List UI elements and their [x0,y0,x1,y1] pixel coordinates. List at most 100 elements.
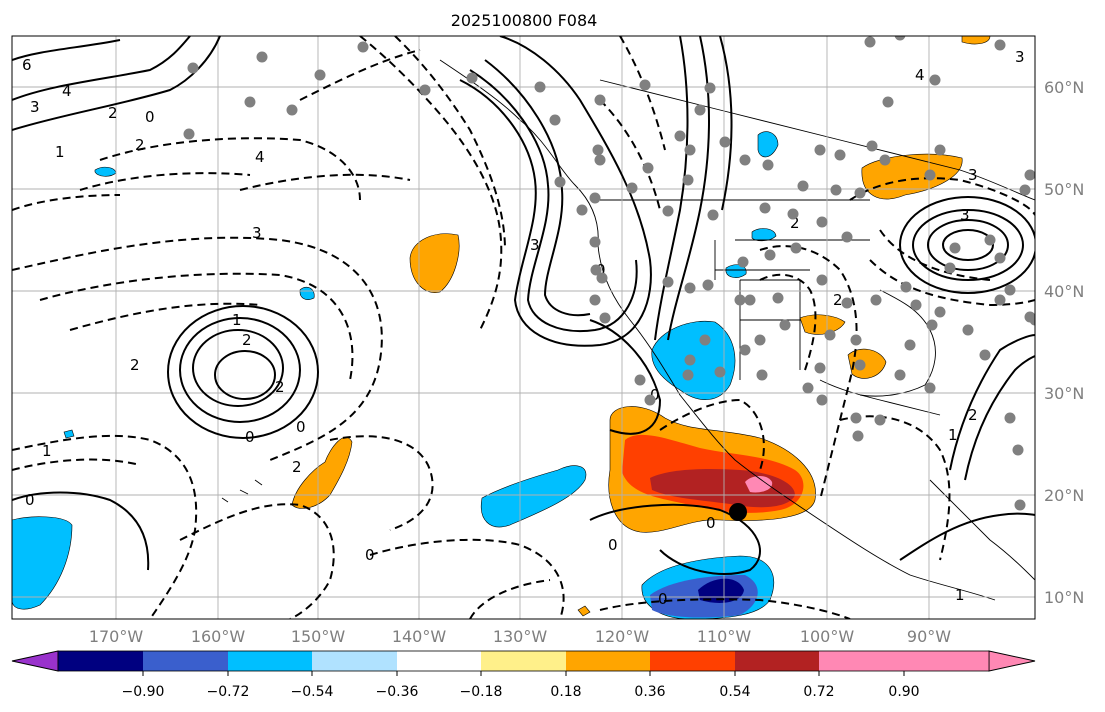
negative-anomaly-west [12,516,73,610]
contour-label: 2 [275,378,285,396]
station-dot [639,79,651,91]
contour-label: 2 [242,331,252,349]
solid-contours [12,36,1035,575]
colorbar-tick-label: 0.54 [719,684,750,700]
lat-label: 30°N [1044,384,1084,403]
station-dot [854,187,866,199]
colorbar-segment [143,651,228,671]
station-dot [1004,284,1016,296]
contour-label: 1 [948,426,958,444]
colorbar-tick-label: 0.90 [888,684,919,700]
colorbar-segment [904,651,989,671]
colorbar: −0.90 −0.72 −0.54 −0.36 −0.18 0.18 0.36 0.54 0.7… [11,650,1036,700]
map-frame [11,35,1036,620]
station-dot [759,202,771,214]
station-dot [589,236,601,248]
station-dot [549,114,561,126]
station-dot [814,362,826,374]
colorbar-extend-min [11,650,59,672]
station-dot [702,279,714,291]
station-dot [994,39,1006,51]
station-dot [644,394,656,406]
negative-anomaly-plains2 [725,264,747,278]
station-dot [879,154,891,166]
station-dot [910,299,922,311]
station-dot [814,144,826,156]
lat-label: 10°N [1044,588,1084,607]
station-dot [466,72,478,84]
contour-label: 3 [252,224,262,242]
station-dot [554,176,566,188]
station-dot [864,36,876,48]
contour-label: 1 [42,442,52,460]
colorbar-segment [58,651,143,671]
contour-label: 0 [650,386,660,404]
station-dot [850,412,862,424]
station-dot [684,144,696,156]
station-dot [984,234,996,246]
colorbar-segment [312,651,397,671]
lat-label: 40°N [1044,282,1084,301]
station-dot [816,394,828,406]
station-dot [256,51,268,63]
station-dot [790,242,802,254]
positive-anomaly-baja [409,233,460,293]
station-dot [852,430,864,442]
lon-label: 160°W [191,627,246,646]
station-dot [684,282,696,294]
contour-label: 4 [62,82,72,100]
station-dot [904,339,916,351]
dashed-contours [12,36,1035,619]
colorbar-segment [566,651,650,671]
contour-labels: 6 4 3 2 0 1 2 4 3 2 3 1 2 2 0 0 1 2 0 0 … [22,48,1025,608]
colorbar-extend-max [988,650,1036,672]
contour-label: 4 [255,148,265,166]
station-dot [874,414,886,426]
station-dot [841,231,853,243]
station-dot [924,382,936,394]
latitude-labels: 60°N 50°N 40°N 30°N 20°N 10°N [1044,78,1084,607]
contour-label: 0 [658,590,668,608]
station-dot [870,294,882,306]
station-dot [734,294,746,306]
contour-label: 2 [833,291,843,309]
station-dot [314,69,326,81]
station-dot [662,205,674,217]
colorbar-frame [57,650,990,672]
colorbar-tick-label: −0.18 [460,684,503,700]
negative-anomaly-offshore [299,286,315,300]
shaded-anomalies [12,36,991,619]
station-dot [787,208,799,220]
lon-label: 100°W [800,627,855,646]
station-dot [592,144,604,156]
station-dot [1004,412,1016,424]
station-dot [684,354,696,366]
contour-label: 3 [968,166,978,184]
contour-label: 0 [365,546,375,564]
longitude-labels: 170°W 160°W 150°W 140°W 130°W 120°W 110°… [89,627,951,646]
station-dot [850,334,862,346]
contour-label: 0 [608,536,618,554]
station-dot [1019,184,1031,196]
station-dot [762,159,774,171]
station-dot [594,154,606,166]
station-dot [929,74,941,86]
lon-label: 110°W [697,627,752,646]
contour-label: 2 [790,214,800,232]
colorbar-tick-label: −0.54 [291,684,334,700]
colorbar-segment [735,651,819,671]
map-title: 2025100800 F084 [451,11,598,30]
station-dot [834,149,846,161]
station-dot [682,174,694,186]
station-dot [744,294,756,306]
colorbar-tick-label: −0.36 [376,684,419,700]
lon-label: 150°W [291,627,346,646]
contour-label: 1 [55,143,65,161]
station-dot [934,144,946,156]
station-dot [286,104,298,116]
station-dot [797,180,809,192]
station-dot [756,369,768,381]
station-dot [1029,314,1035,326]
station-dot [699,334,711,346]
positive-anomaly-gulf [847,348,887,379]
